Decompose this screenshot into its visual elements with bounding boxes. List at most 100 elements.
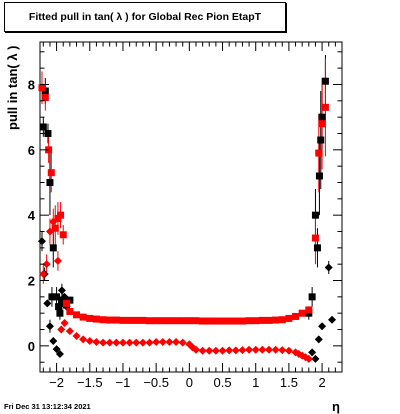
x-axis-label: η [332, 399, 340, 414]
data-point-square [315, 149, 323, 157]
data-point-square [265, 316, 273, 324]
data-point-diamond [165, 337, 174, 346]
data-point-diamond [198, 346, 207, 355]
data-point-square [317, 136, 325, 144]
data-point-diamond [318, 322, 327, 331]
data-point-square [252, 317, 260, 325]
data-point-square [38, 84, 46, 92]
data-point-diamond [172, 337, 181, 346]
data-point-square [318, 120, 326, 128]
data-point-square [313, 244, 321, 252]
data-point-diamond [132, 338, 141, 347]
data-point-diamond [39, 269, 48, 278]
data-point-diamond [99, 338, 108, 347]
data-point-square [199, 317, 207, 325]
data-point-diamond [72, 332, 81, 341]
data-markers [37, 77, 337, 363]
data-point-square [49, 244, 57, 252]
data-point-square [179, 317, 187, 325]
data-point-square [79, 313, 87, 321]
data-point-square [278, 316, 286, 324]
data-point-square [238, 317, 246, 325]
data-point-square [112, 316, 120, 324]
y-tick-label: 2 [28, 274, 35, 289]
data-point-square [311, 211, 319, 219]
data-point-diamond [238, 346, 247, 355]
data-point-square [41, 94, 49, 102]
data-point-square [212, 317, 220, 325]
data-point-square [225, 317, 233, 325]
data-point-square [159, 317, 167, 325]
data-point-square [146, 317, 154, 325]
data-point-diamond [43, 299, 52, 308]
data-point-square [57, 211, 65, 219]
data-point-diamond [324, 263, 333, 272]
data-point-diamond [105, 338, 114, 347]
data-point-square [86, 314, 94, 322]
data-point-diamond [308, 348, 317, 357]
x-tick-label: −0.5 [143, 375, 169, 390]
data-point-square [321, 77, 329, 85]
data-point-diamond [42, 260, 51, 269]
y-tick-label: 4 [28, 208, 36, 223]
data-point-diamond [264, 345, 273, 354]
data-point-diamond [37, 237, 46, 246]
x-tick-label: 0.5 [213, 375, 231, 390]
data-point-diamond [45, 227, 54, 236]
data-point-square [126, 316, 134, 324]
data-point-diamond [55, 350, 64, 359]
data-point-diamond [278, 346, 287, 355]
data-point-square [318, 113, 326, 121]
data-point-square [205, 317, 213, 325]
data-point-diamond [138, 338, 147, 347]
data-point-diamond [145, 338, 154, 347]
data-point-diamond [271, 345, 280, 354]
data-point-diamond [284, 346, 293, 355]
data-point-square [272, 316, 280, 324]
data-point-square [59, 231, 67, 239]
x-tick-label: −1.5 [77, 375, 103, 390]
timestamp-footer: Fri Dec 31 13:12:34 2021 [4, 402, 91, 411]
data-point-square [39, 123, 47, 131]
y-tick-label: 8 [28, 77, 35, 92]
data-point-diamond [60, 318, 69, 327]
data-point-diamond [125, 338, 134, 347]
data-point-square [44, 129, 52, 137]
data-point-diamond [178, 338, 187, 347]
data-point-diamond [218, 346, 227, 355]
data-point-square [63, 299, 71, 307]
data-point-diamond [205, 346, 214, 355]
x-tick-label: 1 [252, 375, 259, 390]
data-point-square [73, 311, 81, 319]
x-tick-label: −2 [49, 375, 64, 390]
data-point-diamond [85, 336, 94, 345]
y-tick-label: 0 [28, 339, 35, 354]
data-point-diamond [92, 337, 101, 346]
data-point-square [51, 224, 59, 232]
data-point-square [47, 169, 55, 177]
data-point-diamond [258, 345, 267, 354]
data-point-diamond [112, 338, 121, 347]
data-point-diamond [65, 327, 74, 336]
data-point-diamond [49, 217, 58, 226]
data-point-square [232, 317, 240, 325]
data-point-square [165, 317, 173, 325]
data-point-square [46, 178, 54, 186]
x-tick-label: 0 [186, 375, 193, 390]
data-point-square [311, 234, 319, 242]
data-point-diamond [118, 338, 127, 347]
data-point-diamond [52, 345, 61, 354]
data-point-square [152, 317, 160, 325]
data-point-square [132, 316, 140, 324]
data-point-diamond [225, 346, 234, 355]
data-point-diamond [53, 256, 62, 265]
data-point-square [258, 316, 266, 324]
data-point-diamond [314, 335, 323, 344]
data-point-square [285, 314, 293, 322]
data-point-diamond [251, 345, 260, 354]
x-tick-label: 1.5 [280, 375, 298, 390]
data-point-square [139, 316, 147, 324]
data-point-diamond [57, 325, 66, 334]
data-point-square [192, 317, 200, 325]
